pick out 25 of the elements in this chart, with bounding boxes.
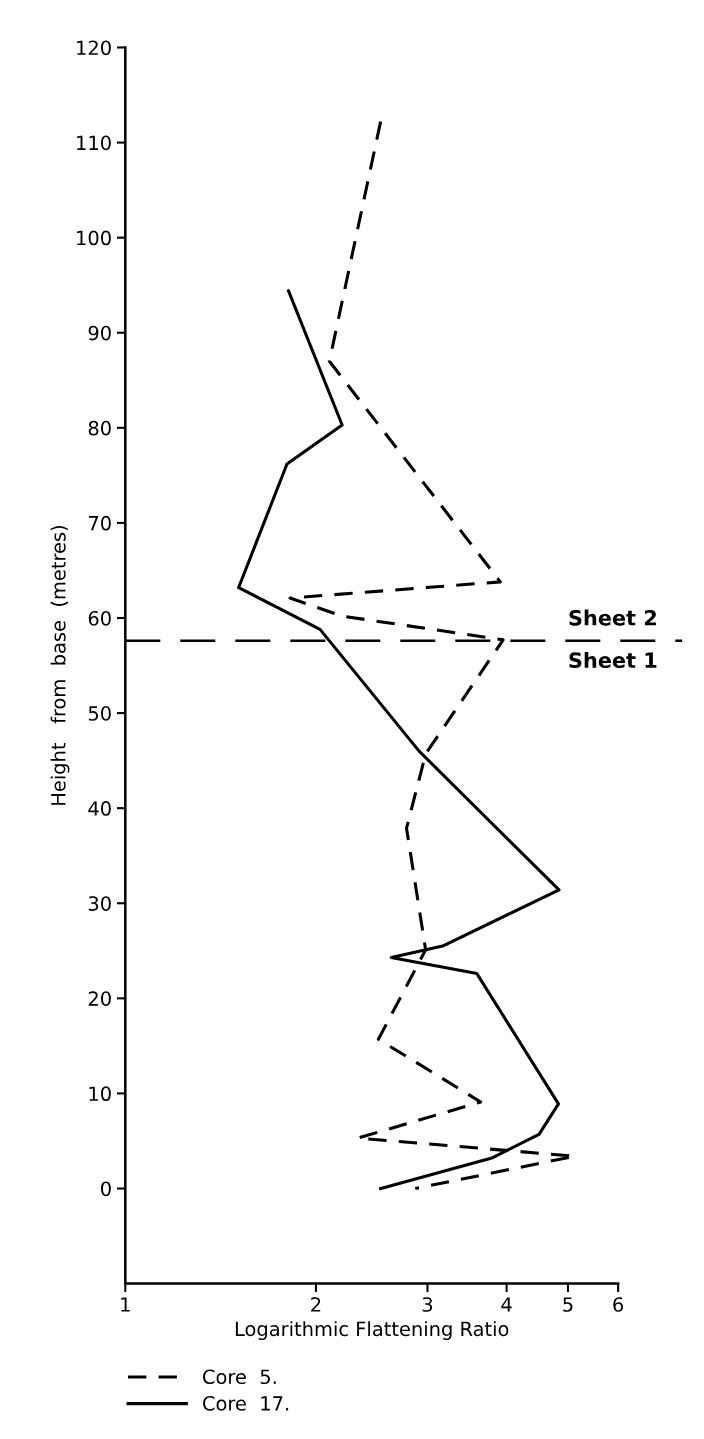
x-tick-label: 1 [121, 1297, 130, 1312]
annotation: Sheet 2 [569, 609, 656, 626]
x-axis-title: Logarithmic Flattening Ratio [235, 1321, 509, 1340]
y-tick-label: 60 [88, 610, 111, 626]
x-tick-label: 6 [613, 1297, 624, 1312]
annotation: Sheet 1 [569, 651, 657, 669]
y-tick-label: 30 [88, 896, 111, 911]
legend-label: Core 5. [203, 1369, 276, 1385]
x-tick-label: 3 [422, 1297, 433, 1312]
y-axis-title: Height from base (metres) [50, 525, 70, 805]
y-tick-label: 80 [88, 420, 111, 436]
y-tick-label: 20 [88, 991, 111, 1006]
x-tick-label: 5 [563, 1297, 573, 1312]
y-tick-label: 10 [89, 1086, 111, 1102]
y-tick-label: 100 [77, 230, 111, 246]
legend-label: Core 17. [203, 1396, 289, 1411]
y-tick-label: 120 [77, 40, 111, 56]
y-tick-label: 0 [101, 1181, 111, 1197]
y-tick-label: 110 [77, 135, 111, 151]
y-tick-label: 50 [88, 706, 111, 721]
x-tick-label: 4 [501, 1297, 512, 1312]
y-tick-label: 70 [88, 515, 111, 531]
x-tick-label: 2 [311, 1297, 321, 1312]
y-tick-label: 90 [88, 325, 111, 341]
y-tick-label: 40 [88, 801, 111, 816]
